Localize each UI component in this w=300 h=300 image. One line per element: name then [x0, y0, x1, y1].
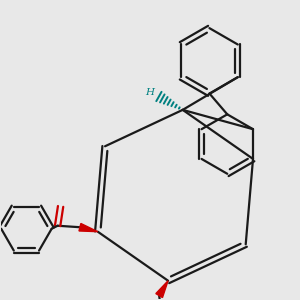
Text: H: H: [146, 88, 154, 97]
Polygon shape: [79, 224, 98, 232]
Polygon shape: [156, 281, 168, 298]
